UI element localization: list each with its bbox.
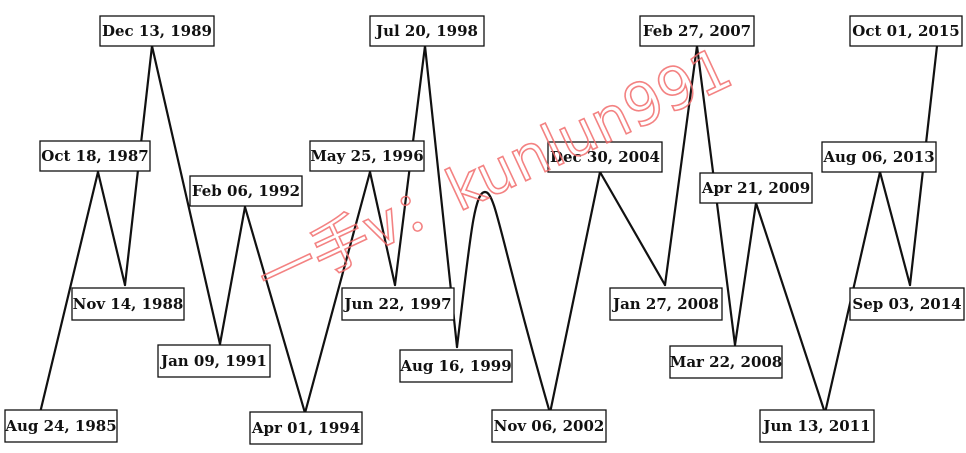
date-label-text: Jun 13, 2011 — [761, 417, 870, 435]
date-label-text: Jan 27, 2008 — [611, 295, 719, 313]
date-label-box — [849, 287, 965, 321]
date-label-text: Sep 03, 2014 — [852, 295, 961, 313]
date-label: Nov 06, 2002 — [491, 409, 607, 443]
date-label: Aug 24, 1985 — [4, 409, 118, 443]
date-label-box — [341, 287, 455, 321]
date-label: Feb 06, 1992 — [189, 175, 303, 207]
date-label: Feb 27, 2007 — [639, 15, 755, 47]
series-segment — [243, 205, 307, 415]
date-label: Dec 30, 2004 — [547, 141, 663, 173]
date-label: Apr 21, 2009 — [699, 172, 813, 204]
date-label-box — [99, 15, 215, 47]
date-label: Nov 14, 1988 — [71, 287, 185, 321]
date-label-group: Aug 24, 1985 Oct 18, 1987 Nov 14, 1988 Dec … — [4, 15, 965, 445]
date-label-box — [699, 172, 813, 204]
series-segment — [150, 44, 222, 346]
date-label: Apr 01, 1994 — [249, 411, 363, 445]
series-segment — [663, 44, 699, 287]
date-label-text: Oct 18, 1987 — [41, 147, 148, 165]
date-label-box — [491, 409, 607, 443]
date-label-box — [369, 15, 485, 47]
date-label: Jun 22, 1997 — [341, 287, 455, 321]
date-label-box — [157, 344, 271, 378]
date-label-box — [249, 411, 363, 445]
series-segment — [218, 205, 247, 346]
date-label-text: Jun 22, 1997 — [342, 295, 451, 313]
date-label-text: Aug 06, 2013 — [822, 148, 934, 166]
date-label-text: Dec 13, 1989 — [102, 22, 212, 40]
date-label-text: Aug 24, 1985 — [4, 417, 116, 435]
series-segment — [548, 170, 602, 415]
series-segment — [303, 170, 372, 415]
date-label: Aug 16, 1999 — [399, 349, 513, 383]
date-label-text: Jul 20, 1998 — [374, 22, 478, 40]
date-label-box — [39, 140, 151, 172]
series-segment — [733, 201, 758, 347]
series-segment — [483, 190, 552, 415]
date-label: Jan 09, 1991 — [157, 344, 271, 378]
date-label: Aug 06, 2013 — [821, 141, 937, 173]
date-label: Jan 27, 2008 — [609, 287, 723, 321]
date-label-text: Mar 22, 2008 — [670, 353, 783, 371]
series-segment — [598, 170, 667, 287]
date-label-box — [399, 349, 513, 383]
date-label: Mar 22, 2008 — [669, 345, 783, 379]
series-segment — [455, 190, 487, 349]
series-segment — [878, 170, 912, 287]
date-label-text: Feb 06, 1992 — [192, 182, 300, 200]
date-label-text: May 25, 1996 — [310, 147, 423, 165]
date-label-text: Feb 27, 2007 — [643, 22, 751, 40]
date-label: Sep 03, 2014 — [849, 287, 965, 321]
date-label-text: Jan 09, 1991 — [159, 352, 267, 370]
series-segment — [368, 170, 397, 287]
date-label-text: Nov 14, 1988 — [73, 295, 184, 313]
date-label-box — [4, 409, 118, 443]
date-label: Jul 20, 1998 — [369, 15, 485, 47]
date-label: Jun 13, 2011 — [759, 409, 875, 443]
series-line-group — [38, 44, 939, 415]
date-label-text: Apr 21, 2009 — [701, 179, 810, 197]
date-label-box — [609, 287, 723, 321]
date-label: Dec 13, 1989 — [99, 15, 215, 47]
date-label: Oct 18, 1987 — [39, 140, 151, 172]
date-label-text: Aug 16, 1999 — [399, 357, 511, 375]
date-label-box — [759, 409, 875, 443]
date-label-box — [309, 140, 425, 172]
date-label-box — [547, 141, 663, 173]
series-segment — [754, 201, 827, 415]
date-label-text: Dec 30, 2004 — [550, 148, 660, 166]
date-label-box — [71, 287, 185, 321]
date-label: Oct 01, 2015 — [849, 15, 963, 47]
date-label-box — [849, 15, 963, 47]
date-label-text: Nov 06, 2002 — [494, 417, 605, 435]
date-label-text: Apr 01, 1994 — [251, 419, 360, 437]
series-segment — [96, 170, 127, 287]
date-label-box — [639, 15, 755, 47]
date-label: May 25, 1996 — [309, 140, 425, 172]
series-segment — [38, 170, 100, 415]
date-label-box — [189, 175, 303, 207]
date-label-box — [669, 345, 783, 379]
date-label-box — [821, 141, 937, 173]
date-label-text: Oct 01, 2015 — [852, 22, 959, 40]
